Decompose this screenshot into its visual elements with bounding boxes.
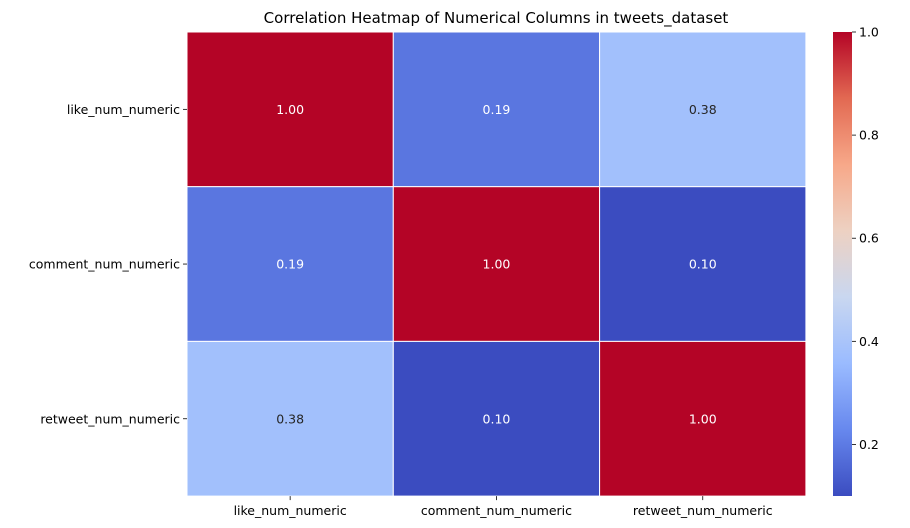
- colorbar-tick-label: 0.8: [859, 128, 879, 143]
- colorbar: 0.2 0.4 0.6 0.8 1.0: [833, 25, 879, 496]
- y-tick-label: retweet_num_numeric: [40, 411, 180, 426]
- heatmap-cell: [599, 31, 807, 188]
- heatmap-cell: [186, 31, 394, 188]
- colorbar-tick-label: 0.6: [859, 231, 879, 246]
- heatmap-cell: [392, 186, 601, 342]
- heatmap-cell: [599, 186, 807, 342]
- x-tick-label: comment_num_numeric: [421, 503, 572, 518]
- colorbar-tick-label: 1.0: [859, 25, 879, 40]
- y-tick-label: like_num_numeric: [67, 102, 180, 117]
- cell-value-label: 1.00: [689, 411, 717, 426]
- heatmap-cell: [186, 340, 394, 497]
- cell-value-label: 1.00: [276, 102, 304, 117]
- cell-value-label: 0.38: [276, 411, 304, 426]
- colorbar-tick-label: 0.2: [859, 437, 879, 452]
- x-tick-labels: like_num_numeric comment_num_numeric retwe…: [234, 496, 773, 518]
- x-tick-label: retweet_num_numeric: [633, 503, 773, 518]
- cell-value-label: 0.10: [483, 411, 511, 426]
- heatmap-cell: [186, 186, 394, 342]
- cell-value-label: 0.10: [689, 257, 717, 272]
- chart-title: Correlation Heatmap of Numerical Columns…: [264, 9, 729, 28]
- cell-value-label: 0.19: [276, 257, 304, 272]
- y-tick-labels: like_num_numeric comment_num_numericretwe…: [29, 102, 187, 426]
- colorbar-bar: [833, 32, 852, 496]
- heatmap-cells: 1.00 0.19 0.38 0.19 1.00 0.10 0.38 0.10 1.00: [186, 31, 807, 497]
- heatmap-cell: [392, 340, 601, 497]
- colorbar-tick-label: 0.4: [859, 334, 879, 349]
- cell-value-label: 0.38: [689, 102, 717, 117]
- x-tick-label: like_num_numeric: [234, 503, 347, 518]
- cell-value-label: 0.19: [483, 102, 511, 117]
- heatmap-cell: [392, 31, 601, 188]
- heatmap-cell: [599, 340, 807, 497]
- cell-value-label: 1.00: [483, 257, 511, 272]
- y-tick-label: comment_num_numeric: [29, 257, 180, 272]
